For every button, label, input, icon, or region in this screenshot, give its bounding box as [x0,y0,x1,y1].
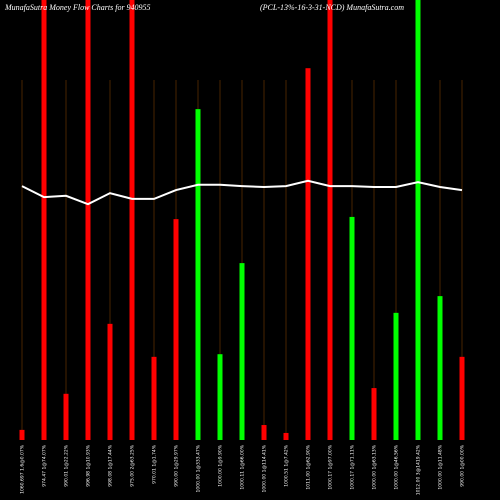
bar [305,68,311,440]
chart-title: MunafaSutra Money Flow Charts for 940955 [4,3,151,12]
bar [151,356,157,440]
bar [261,425,267,440]
bar [107,323,113,440]
chart-subtitle: (PCL-13%-16-3-31-NCD) MunafaSutra.com [260,3,404,12]
x-tick-label: 975.00 2@63.25% [130,444,136,486]
x-tick-label: 1000.17 1@71.11% [350,444,356,489]
bar [173,219,179,440]
x-tick-label: 1000.00 1@9.90% [218,444,224,486]
x-tick-label: 998.08 1@17.44% [108,444,114,486]
bar [195,109,201,441]
bar [415,0,421,440]
x-tick-label: 1060.697 1.6@0.07% [20,444,26,494]
x-tick-label: 970.01 1@1.74% [152,444,158,484]
x-tick-label: 1000.00 1@333.47% [196,444,202,492]
x-tick-label: 990.00 1@29.97% [174,444,180,486]
flow-line [21,179,463,206]
bar [19,429,25,440]
bars [19,0,465,441]
x-tick-label: 990.00 1@00.00% [460,444,466,486]
x-tick-label: 1000.00 1@46.56% [394,444,400,489]
x-tick-label: 974.47 1@74.07% [42,444,48,486]
x-tick-label: 1000.00 1@63.13% [372,444,378,489]
bar [283,432,289,440]
x-tick-label: 1000.00 1@11.48% [438,444,444,489]
bar [85,0,91,440]
bar [63,393,69,440]
x-tick-label: 1012.00 3@1419.42% [416,444,422,495]
bar [239,263,245,440]
bar [217,354,223,440]
x-labels: 1060.697 1.6@0.07% 974.47 1@74.07% 990.01 … [20,444,466,495]
x-tick-label: 1000.00 1@114.41% [262,444,268,492]
bar [371,388,377,440]
bar [41,0,47,440]
bar [437,296,443,440]
bar [393,312,399,440]
x-tick-label: 1011.00 1@62.90% [306,444,312,489]
x-tick-label: 996.98 1@10.93% [86,444,92,486]
bar [327,0,333,440]
bar [129,0,135,440]
bar [349,216,355,440]
line-layer [21,179,463,206]
x-tick-label: 990.01 1@22.22% [64,444,70,486]
x-tick-label: 1000.51 1@7.42% [284,444,290,486]
bar [459,356,465,440]
x-tick-label: 1000.11 1@66.00% [240,444,246,489]
x-tick-label: 1000.17 1@97.00% [328,444,334,489]
